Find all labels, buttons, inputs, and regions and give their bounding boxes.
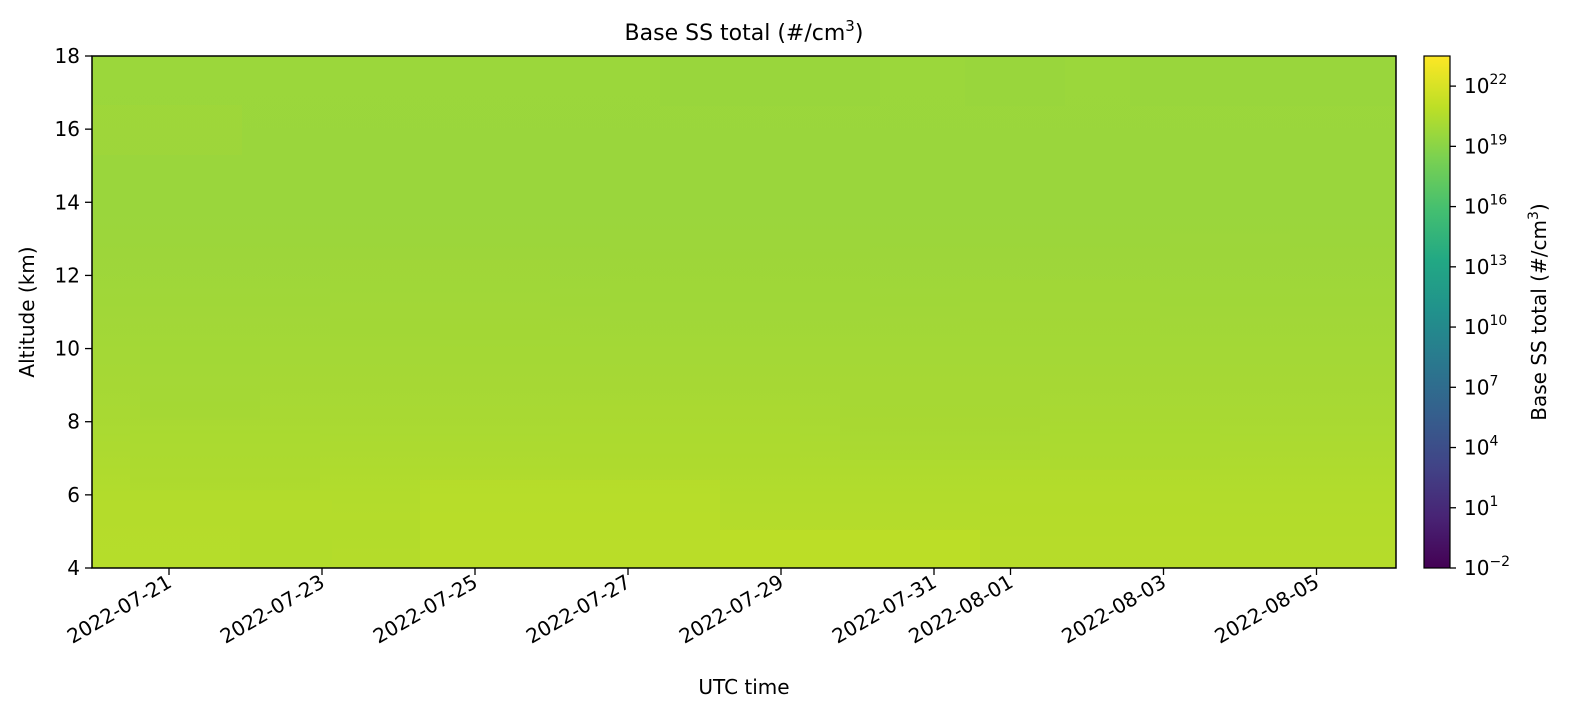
- colorbar-ticks: 10−2 101 104 107 1010 1013 1016 1019 1022: [1450, 72, 1510, 580]
- heatmap-cell: [130, 430, 320, 490]
- colorbar-tick-label: 1013: [1464, 253, 1507, 279]
- heatmap-cell: [92, 105, 242, 155]
- y-tick-label: 10: [55, 337, 80, 361]
- x-tick-label: 2022-07-27: [522, 570, 635, 649]
- y-tick-label: 6: [67, 483, 80, 507]
- x-tick-label: 2022-07-21: [63, 570, 176, 649]
- heatmap-cell: [720, 530, 980, 568]
- colorbar-tick-label: 101: [1464, 494, 1498, 520]
- heatmap-cell: [1170, 230, 1290, 290]
- x-axis: 2022-07-21 2022-07-23 2022-07-25 2022-07-27…: [63, 568, 1323, 648]
- y-tick-label: 16: [55, 117, 80, 141]
- heatmap-cell: [965, 56, 1065, 106]
- heatmap-cell: [1130, 56, 1396, 106]
- colorbar-gradient: [1423, 55, 1451, 569]
- heatmap-cell: [330, 260, 550, 340]
- colorbar-tick-label: 1022: [1464, 72, 1507, 98]
- x-tick-label: 2022-07-23: [216, 570, 329, 649]
- heatmap-cell: [660, 56, 880, 106]
- y-tick-label: 4: [67, 556, 80, 580]
- y-tick-label: 12: [55, 263, 80, 287]
- colorbar-tick-label: 1019: [1464, 132, 1507, 158]
- x-tick-label: 2022-08-05: [1210, 570, 1323, 649]
- colorbar-tick-label: 107: [1464, 373, 1498, 399]
- colorbar-tick-label: 1016: [1464, 193, 1507, 219]
- chart-title: Base SS total (#/cm3): [625, 17, 864, 46]
- heatmap-cell: [140, 340, 260, 420]
- x-axis-label: UTC time: [698, 675, 789, 699]
- heatmap-cell: [240, 520, 420, 568]
- x-tick-label: 2022-07-29: [675, 570, 788, 649]
- heatmap-cell: [440, 320, 580, 380]
- heatmap-cell: [420, 480, 720, 568]
- x-tick-label: 2022-08-03: [1057, 570, 1170, 649]
- heatmap-cell: [92, 500, 332, 568]
- heatmap-cell: [610, 240, 870, 330]
- y-axis: 4 6 8 10 12 14 16 18: [55, 44, 92, 580]
- heatmap-area: [91, 55, 1397, 569]
- heatmap-patches: [92, 56, 1396, 568]
- colorbar-tick-label: 10−2: [1464, 554, 1510, 580]
- colorbar-label: Base SS total (#/cm3): [1526, 203, 1551, 420]
- y-tick-label: 14: [55, 190, 80, 214]
- heatmap-cell: [980, 470, 1200, 568]
- x-tick-label: 2022-07-25: [369, 570, 482, 649]
- heatmap-cell: [840, 380, 1040, 460]
- heatmap-cell: [560, 400, 800, 470]
- plot-frame: [91, 55, 1397, 569]
- y-axis-label: Altitude (km): [15, 246, 39, 377]
- y-tick-label: 8: [67, 410, 80, 434]
- colorbar-tick-label: 104: [1464, 434, 1498, 460]
- heatmap-cell: [1050, 410, 1220, 470]
- heatmap-cell: [1200, 510, 1396, 568]
- heatmap-base: [92, 56, 1396, 568]
- y-tick-label: 18: [55, 44, 80, 68]
- colorbar: 10−2 101 104 107 1010 1013 1016 1019 1022 Base S…: [1423, 55, 1551, 580]
- heatmap-cell: [960, 280, 1160, 340]
- colorbar-tick-label: 1010: [1464, 313, 1507, 339]
